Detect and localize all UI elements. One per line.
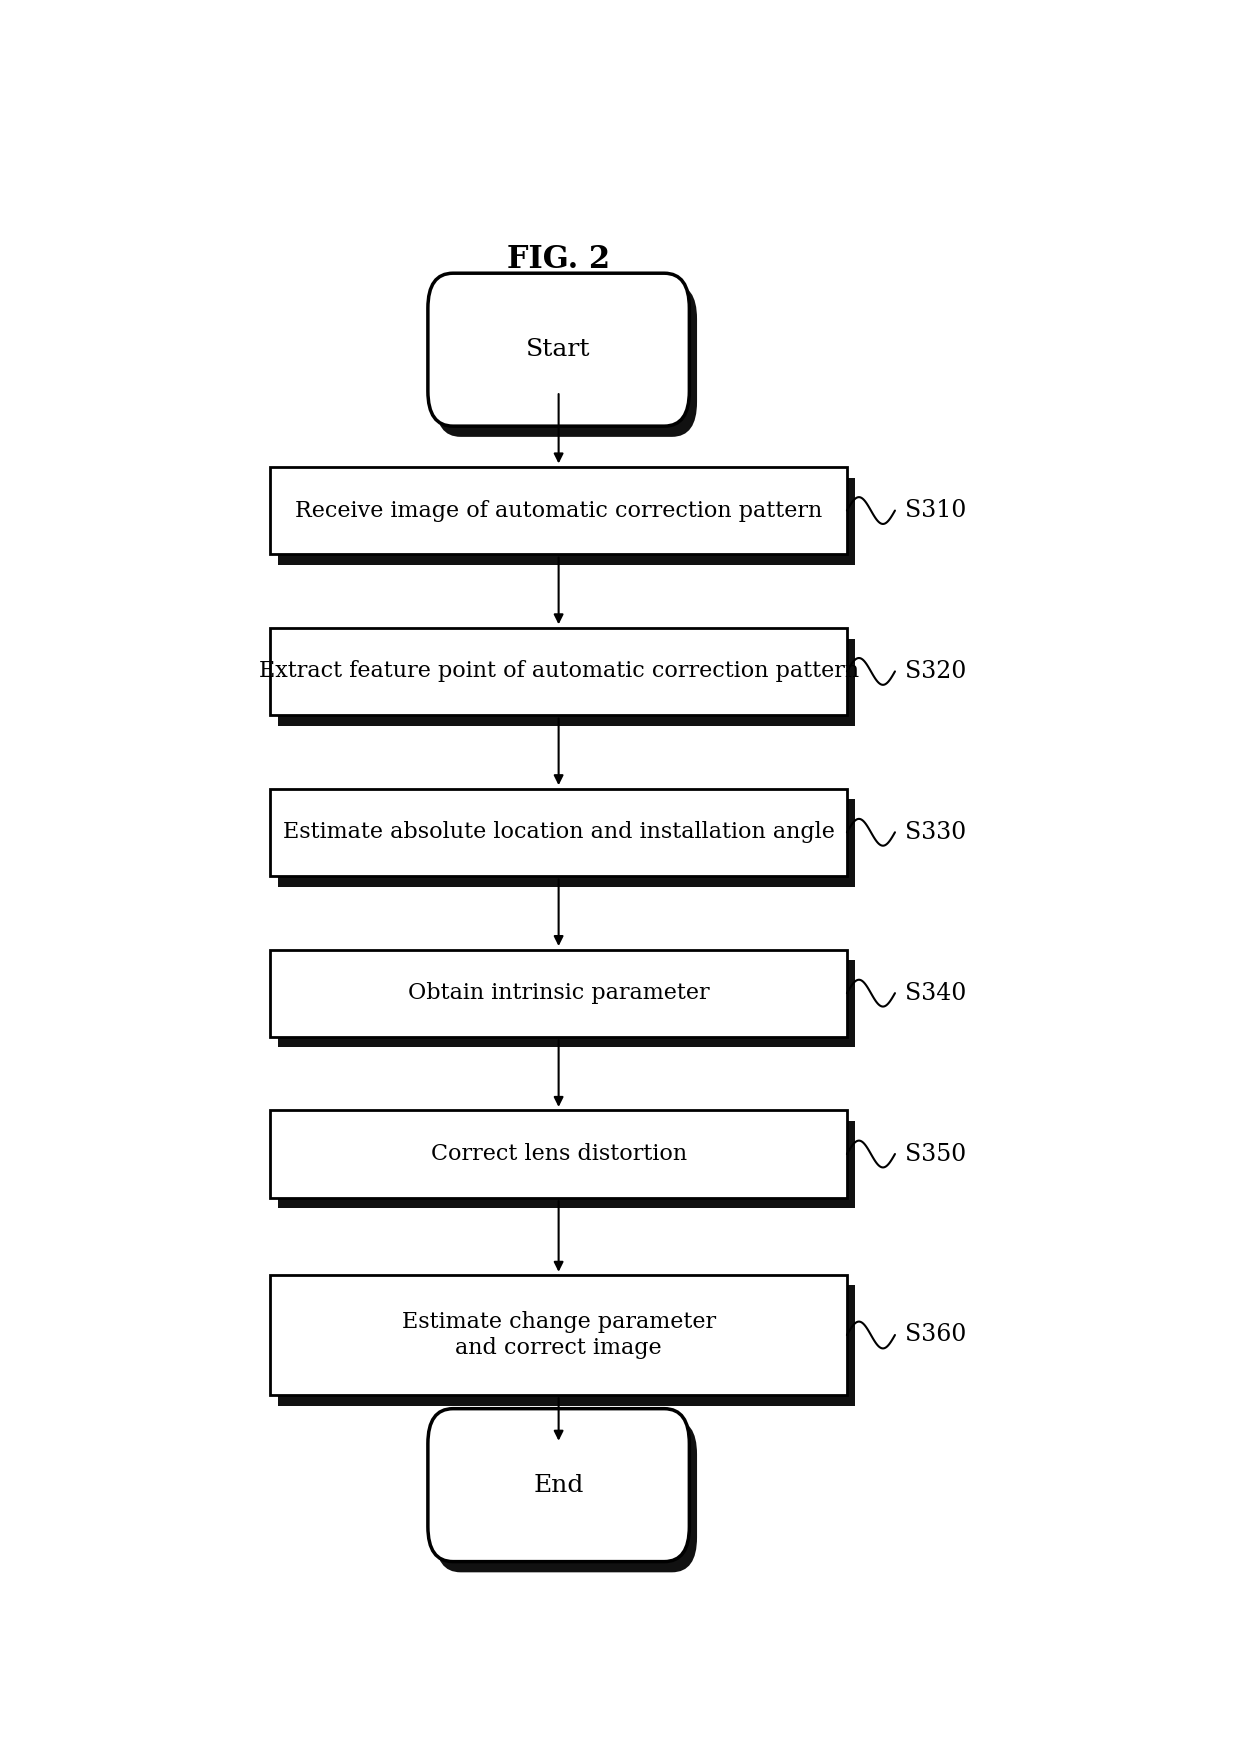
FancyBboxPatch shape [270, 629, 847, 716]
Text: Extract feature point of automatic correction pattern: Extract feature point of automatic corre… [259, 660, 858, 682]
FancyBboxPatch shape [278, 961, 854, 1048]
Text: S350: S350 [905, 1142, 966, 1165]
Text: Estimate absolute location and installation angle: Estimate absolute location and installat… [283, 822, 835, 843]
Text: S310: S310 [905, 500, 966, 522]
FancyBboxPatch shape [278, 799, 854, 886]
Text: End: End [533, 1473, 584, 1497]
Text: FIG. 2: FIG. 2 [507, 244, 610, 275]
Text: S360: S360 [905, 1323, 966, 1346]
Text: Receive image of automatic correction pattern: Receive image of automatic correction pa… [295, 500, 822, 522]
FancyBboxPatch shape [278, 1121, 854, 1208]
FancyBboxPatch shape [428, 1408, 689, 1562]
Text: S330: S330 [905, 820, 966, 844]
FancyBboxPatch shape [278, 477, 854, 564]
Text: Obtain intrinsic parameter: Obtain intrinsic parameter [408, 982, 709, 1005]
Text: S320: S320 [905, 660, 966, 682]
Text: Start: Start [526, 338, 591, 360]
FancyBboxPatch shape [270, 1274, 847, 1395]
FancyBboxPatch shape [435, 284, 697, 437]
FancyBboxPatch shape [435, 1419, 697, 1572]
FancyBboxPatch shape [270, 1111, 847, 1198]
FancyBboxPatch shape [270, 467, 847, 554]
Text: Estimate change parameter
and correct image: Estimate change parameter and correct im… [402, 1311, 715, 1358]
FancyBboxPatch shape [270, 949, 847, 1036]
FancyBboxPatch shape [270, 789, 847, 876]
FancyBboxPatch shape [278, 639, 854, 726]
Text: S340: S340 [905, 982, 966, 1005]
Text: Correct lens distortion: Correct lens distortion [430, 1144, 687, 1165]
FancyBboxPatch shape [278, 1285, 854, 1407]
FancyBboxPatch shape [428, 273, 689, 427]
